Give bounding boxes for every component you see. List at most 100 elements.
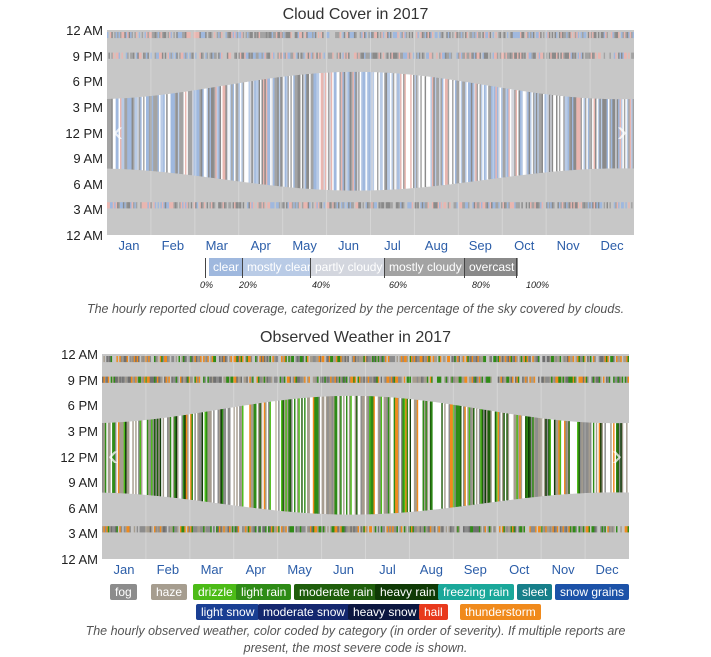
heatmap-cell <box>628 52 630 59</box>
heatmap-cell <box>628 202 630 209</box>
heatmap-cell <box>585 356 588 363</box>
heatmap-cell <box>572 526 575 533</box>
heatmap-cell <box>539 526 542 533</box>
heatmap-cell <box>607 526 610 533</box>
heatmap-cell <box>532 417 534 498</box>
heatmap-cell <box>506 32 509 39</box>
heatmap-cell <box>217 409 220 504</box>
heatmap-cell <box>551 202 554 209</box>
heatmap-cell <box>312 73 314 190</box>
heatmap-cell <box>549 376 552 383</box>
heatmap-cell <box>528 202 531 209</box>
heatmap-cell <box>453 32 456 39</box>
heatmap-cell <box>551 419 553 496</box>
heatmap-cell <box>609 99 612 169</box>
heatmap-cell <box>559 526 562 533</box>
heatmap-cell <box>111 52 114 59</box>
heatmap-cell <box>491 376 494 383</box>
heatmap-cell <box>420 52 423 59</box>
heatmap-cell <box>197 376 200 383</box>
heatmap-cell <box>421 75 424 188</box>
heatmap-cell <box>221 376 224 383</box>
heatmap-cell <box>501 32 503 39</box>
heatmap-cell <box>197 32 200 39</box>
heatmap-cell <box>579 32 581 39</box>
heatmap-cell <box>223 202 226 209</box>
heatmap-cell <box>193 32 196 39</box>
heatmap-cell <box>237 526 240 533</box>
heatmap-cell <box>418 52 421 59</box>
heatmap-cell <box>229 356 231 363</box>
heatmap-cell <box>419 356 422 363</box>
heatmap-cell <box>496 87 499 179</box>
heatmap-cell <box>454 80 457 184</box>
heatmap-cell <box>614 423 617 493</box>
x-tick-label: Sep <box>468 238 492 253</box>
heatmap-cell <box>369 52 372 59</box>
heatmap-cell <box>567 32 570 39</box>
heatmap-cell <box>522 415 524 499</box>
prev-arrow-icon[interactable]: ‹ <box>108 439 118 472</box>
heatmap-cell <box>564 376 566 383</box>
heatmap-cell <box>178 526 181 533</box>
heatmap-cell <box>394 202 397 209</box>
heatmap-cell <box>374 72 376 191</box>
heatmap-cell <box>240 376 243 383</box>
heatmap-cell <box>471 526 474 533</box>
heatmap-cell <box>151 376 153 383</box>
heatmap-cell <box>379 202 382 209</box>
heatmap-cell <box>426 32 428 39</box>
heatmap-cell <box>340 396 342 515</box>
heatmap-cell <box>457 52 460 59</box>
heatmap-cell <box>180 202 183 209</box>
heatmap-cell <box>148 356 150 363</box>
heatmap-cell <box>538 52 541 59</box>
heatmap-cell <box>366 376 368 383</box>
heatmap-cell <box>114 52 116 59</box>
heatmap-cell <box>370 356 373 363</box>
prev-arrow-icon[interactable]: ‹ <box>113 115 123 148</box>
heatmap-cell <box>432 376 435 383</box>
heatmap-cell <box>457 356 459 363</box>
heatmap-cell <box>109 32 112 39</box>
heatmap-cell <box>579 52 581 59</box>
heatmap-cell <box>469 202 472 209</box>
heatmap-cell <box>560 52 563 59</box>
heatmap-cell <box>369 526 371 533</box>
heatmap-cell <box>158 526 161 533</box>
heatmap-cell <box>525 91 528 175</box>
heatmap-cell <box>603 356 605 363</box>
next-arrow-icon[interactable]: › <box>617 115 627 148</box>
heatmap-cell <box>104 356 107 363</box>
heatmap-cell <box>144 202 147 209</box>
heatmap-cell <box>259 403 262 509</box>
heatmap-cell <box>374 526 377 533</box>
heatmap-cell <box>505 202 508 209</box>
heatmap-cell <box>185 356 188 363</box>
heatmap-cell <box>165 417 168 497</box>
heatmap-cell <box>341 376 344 383</box>
heatmap-cell <box>400 32 402 39</box>
heatmap-cell <box>199 202 202 209</box>
heatmap-cell <box>203 526 205 533</box>
heatmap-cell <box>302 356 305 363</box>
heatmap-cell <box>389 32 392 39</box>
heatmap-cell <box>286 526 289 533</box>
heatmap-cell <box>125 526 127 533</box>
heatmap-cell <box>309 526 312 533</box>
heatmap-cell <box>176 52 179 59</box>
heatmap-cell <box>275 77 278 186</box>
heatmap-cell <box>179 526 182 533</box>
heatmap-cell <box>369 202 372 209</box>
heatmap-cell <box>109 52 112 59</box>
next-arrow-icon[interactable]: › <box>612 439 622 472</box>
heatmap-cell <box>123 526 126 533</box>
heatmap-cell <box>204 356 207 363</box>
heatmap-cell <box>413 52 415 59</box>
heatmap-cell <box>553 202 555 209</box>
heatmap-cell <box>177 416 179 499</box>
heatmap-cell <box>577 32 580 39</box>
heatmap-cell <box>399 376 402 383</box>
heatmap-cell <box>222 52 225 59</box>
heatmap-cell <box>262 79 265 185</box>
